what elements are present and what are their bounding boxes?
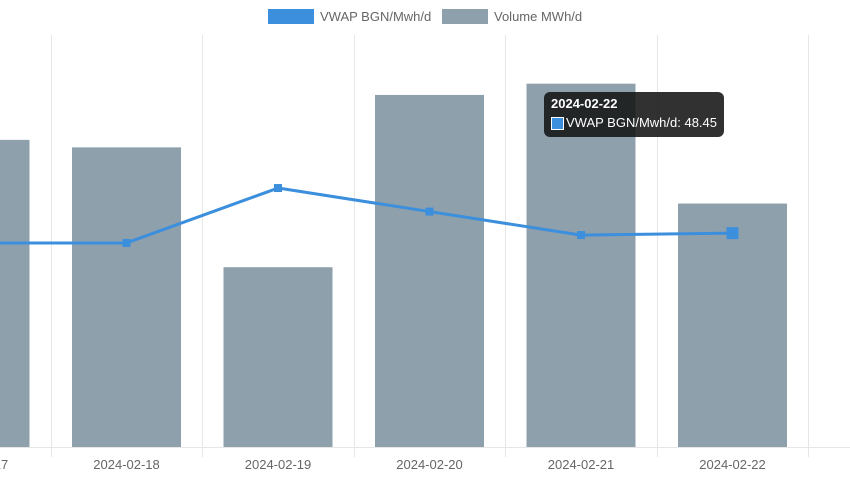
- vwap-point-2024-02-19: [274, 184, 282, 193]
- legend[interactable]: VWAP BGN/Mwh/d Volume MWh/d: [268, 9, 582, 24]
- volume-bar-2024-02-20: [375, 94, 484, 447]
- volume-bar-2024-02-21: [526, 83, 636, 447]
- vwap-line: [0, 186, 733, 245]
- tooltip: 2024-02-22 VWAP BGN/Mwh/d: 48.45: [544, 92, 724, 137]
- x-axis: 2024-02-17 2024-02-18 2024-02-19 2024-02-20…: [0, 457, 766, 472]
- volume-bar-2024-02-19: [223, 267, 333, 447]
- volume-bars: [0, 83, 787, 447]
- x-tick-label-2024-02-20: 2024-02-20: [396, 457, 463, 472]
- vwap-point-2024-02-21: [577, 231, 585, 240]
- x-tick-label-2024-02-22: 2024-02-22: [699, 457, 766, 472]
- legend-item-volume[interactable]: Volume MWh/d: [442, 9, 582, 24]
- x-tick-label-2024-02-17: 2024-02-17: [0, 457, 8, 472]
- legend-label: Volume MWh/d: [494, 9, 582, 24]
- tooltip-swatch: [551, 117, 564, 130]
- vwap-point-2024-02-18: [122, 238, 131, 247]
- volume-bar-2024-02-17: [0, 139, 30, 447]
- x-tick-label-2024-02-21: 2024-02-21: [548, 457, 615, 472]
- legend-label: VWAP BGN/Mwh/d: [320, 9, 431, 24]
- x-tick-label-2024-02-19: 2024-02-19: [245, 457, 312, 472]
- volume-bar-2024-02-18: [72, 147, 181, 447]
- x-tick-label-2024-02-18: 2024-02-18: [93, 457, 160, 472]
- volume-bar-2024-02-22: [678, 203, 787, 447]
- vwap-line-series: [0, 184, 739, 247]
- legend-swatch: [268, 9, 314, 24]
- legend-item-vwap[interactable]: VWAP BGN/Mwh/d: [268, 9, 431, 24]
- vwap-point-2024-02-20: [425, 207, 434, 216]
- tooltip-title: 2024-02-22: [551, 96, 618, 111]
- vwap-point-2024-02-22: [726, 227, 739, 240]
- tooltip-text: VWAP BGN/Mwh/d: 48.45: [566, 115, 718, 130]
- legend-swatch: [442, 9, 488, 24]
